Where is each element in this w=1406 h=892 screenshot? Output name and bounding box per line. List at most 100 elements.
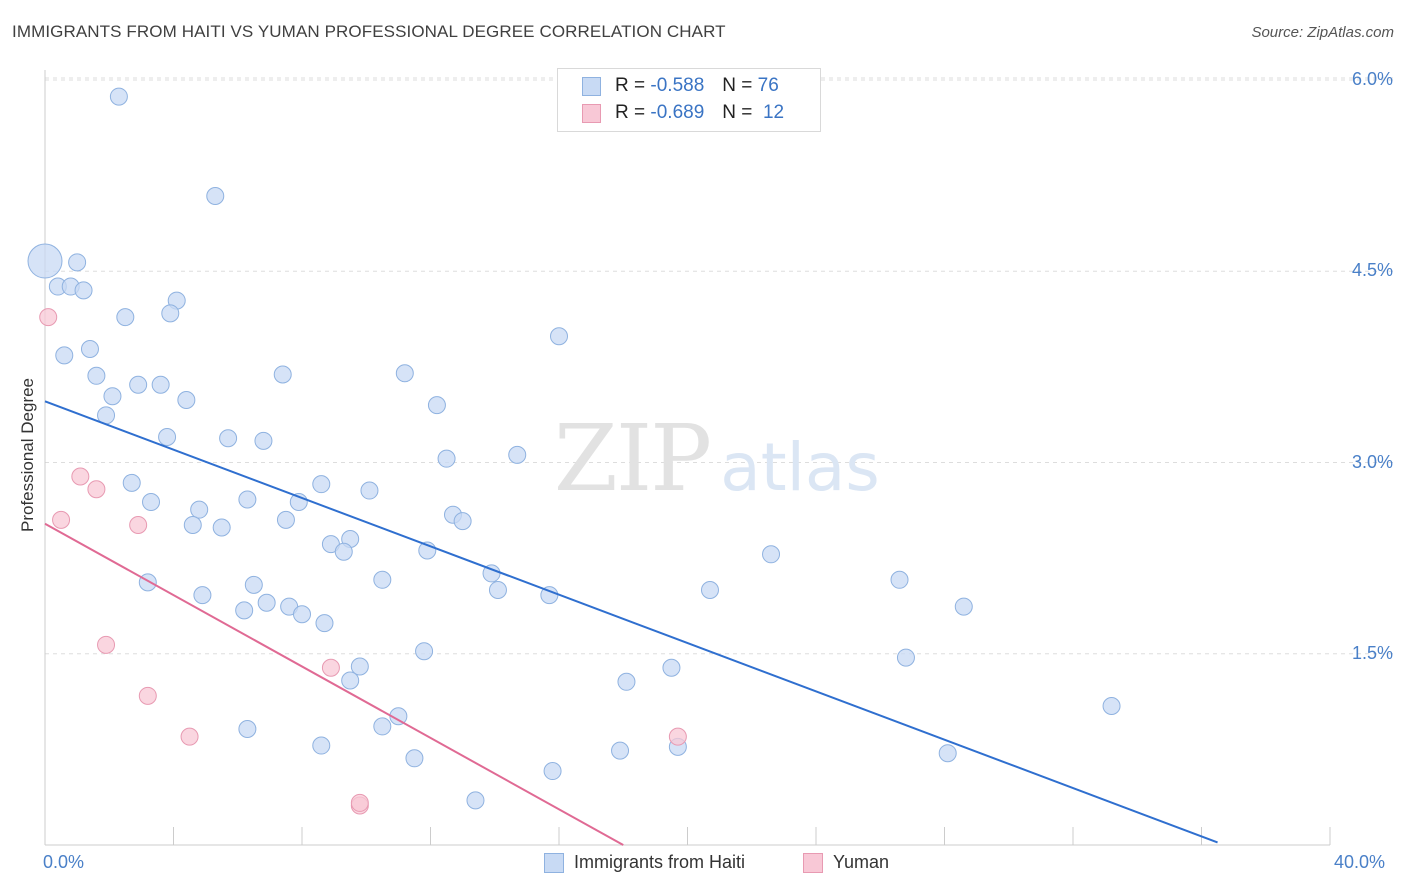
haiti-point (415, 642, 434, 661)
haiti-point (212, 518, 231, 537)
bottom-legend-yuman: Yuman (803, 852, 889, 873)
haiti-point (244, 575, 263, 594)
haiti-point (158, 428, 177, 446)
legend-r-value-yuman: -0.689 (650, 102, 705, 123)
haiti-point (405, 749, 424, 768)
haiti-points (27, 87, 1121, 810)
haiti-point (1102, 697, 1121, 716)
haiti-point (183, 515, 202, 534)
haiti-point (373, 570, 392, 589)
legend-n-value-haiti: 76 (757, 75, 779, 96)
haiti-point (437, 449, 456, 468)
yuman-point (87, 480, 106, 499)
haiti-point (161, 304, 180, 323)
haiti-point (276, 510, 295, 529)
y-tick-label: 1.5% (1351, 642, 1393, 663)
haiti-point (116, 308, 135, 327)
haiti-point (151, 375, 170, 394)
y-tick-label: 6.0% (1351, 69, 1393, 89)
haiti-legend-label: Immigrants from Haiti (574, 852, 746, 872)
correlation-legend: R = -0.588 N = 76 R = -0.689 N = 12 (557, 68, 821, 132)
haiti-point (142, 493, 161, 512)
haiti-point (453, 512, 472, 531)
haiti-point (190, 500, 209, 519)
yuman-point (138, 686, 157, 705)
x-tick-label-max: 40.0% (1334, 852, 1386, 872)
haiti-point (662, 658, 681, 677)
yuman-swatch (582, 103, 601, 123)
gridlines (45, 77, 1395, 655)
haiti-point (938, 744, 957, 763)
haiti-point (219, 429, 238, 448)
chart-title: IMMIGRANTS FROM HAITI VS YUMAN PROFESSIO… (12, 22, 726, 41)
haiti-trend-line (44, 400, 1218, 844)
haiti-point (550, 327, 568, 346)
yuman-point (71, 467, 90, 486)
haiti-point (129, 375, 148, 394)
haiti-point (27, 243, 63, 279)
yuman-legend-label: Yuman (833, 852, 890, 872)
haiti-point (109, 87, 128, 106)
haiti-legend-swatch (544, 852, 564, 873)
haiti-point (257, 593, 276, 612)
haiti-point (896, 648, 915, 667)
svg-text:ZIP: ZIP (554, 405, 710, 512)
y-tick-label: 3.0% (1351, 451, 1393, 472)
watermark: ZIP atlas (554, 405, 880, 512)
haiti-point (543, 762, 562, 781)
haiti-point (206, 187, 225, 206)
yuman-trend-line (44, 522, 624, 846)
haiti-point (395, 364, 414, 383)
yuman-point (668, 727, 687, 746)
haiti-point (55, 346, 74, 365)
yuman-point (180, 727, 199, 746)
haiti-point (122, 473, 141, 492)
haiti-point (177, 391, 196, 410)
legend-r-label: R = (615, 102, 646, 123)
haiti-point (235, 601, 254, 620)
haiti-point (334, 542, 353, 561)
axes (44, 70, 1331, 846)
legend-n-label: N = (722, 75, 753, 96)
yuman-point (129, 515, 148, 534)
bottom-legend-haiti: Immigrants from Haiti (544, 852, 745, 873)
haiti-point (315, 614, 334, 633)
haiti-point (954, 597, 973, 616)
haiti-point (890, 570, 909, 589)
haiti-point (360, 481, 379, 500)
source-label: Source: ZipAtlas.com (1251, 24, 1394, 41)
haiti-point (700, 581, 719, 599)
svg-text:atlas: atlas (720, 429, 880, 506)
legend-r-label: R = (615, 75, 646, 96)
y-tick-label: 4.5% (1351, 260, 1393, 281)
haiti-point (74, 281, 93, 300)
trend-lines (44, 400, 1218, 846)
legend-n-label: N = (722, 102, 753, 123)
yuman-point (52, 510, 71, 529)
haiti-point (350, 657, 369, 676)
haiti-point (312, 736, 331, 755)
legend-row-haiti: R = -0.588 N = 76 (582, 74, 779, 98)
haiti-point (80, 340, 99, 359)
yuman-legend-swatch (803, 852, 823, 873)
yuman-point (39, 308, 58, 327)
yuman-point (97, 635, 116, 654)
yuman-point (321, 658, 340, 677)
haiti-point (293, 605, 311, 624)
haiti-point (762, 545, 781, 564)
haiti-point (68, 253, 87, 272)
haiti-point (488, 581, 507, 599)
haiti-point (312, 475, 331, 494)
haiti-point (238, 719, 257, 738)
haiti-swatch (582, 76, 601, 96)
haiti-point (273, 365, 292, 384)
legend-n-value-yuman: 12 (762, 102, 785, 123)
legend-row-yuman: R = -0.689 N = 12 (582, 101, 784, 125)
haiti-point (341, 671, 360, 690)
yuman-points (39, 308, 687, 815)
haiti-point (193, 586, 212, 605)
haiti-point (427, 396, 446, 415)
x-tick-label-min: 0.0% (43, 852, 85, 872)
haiti-point (103, 387, 122, 406)
